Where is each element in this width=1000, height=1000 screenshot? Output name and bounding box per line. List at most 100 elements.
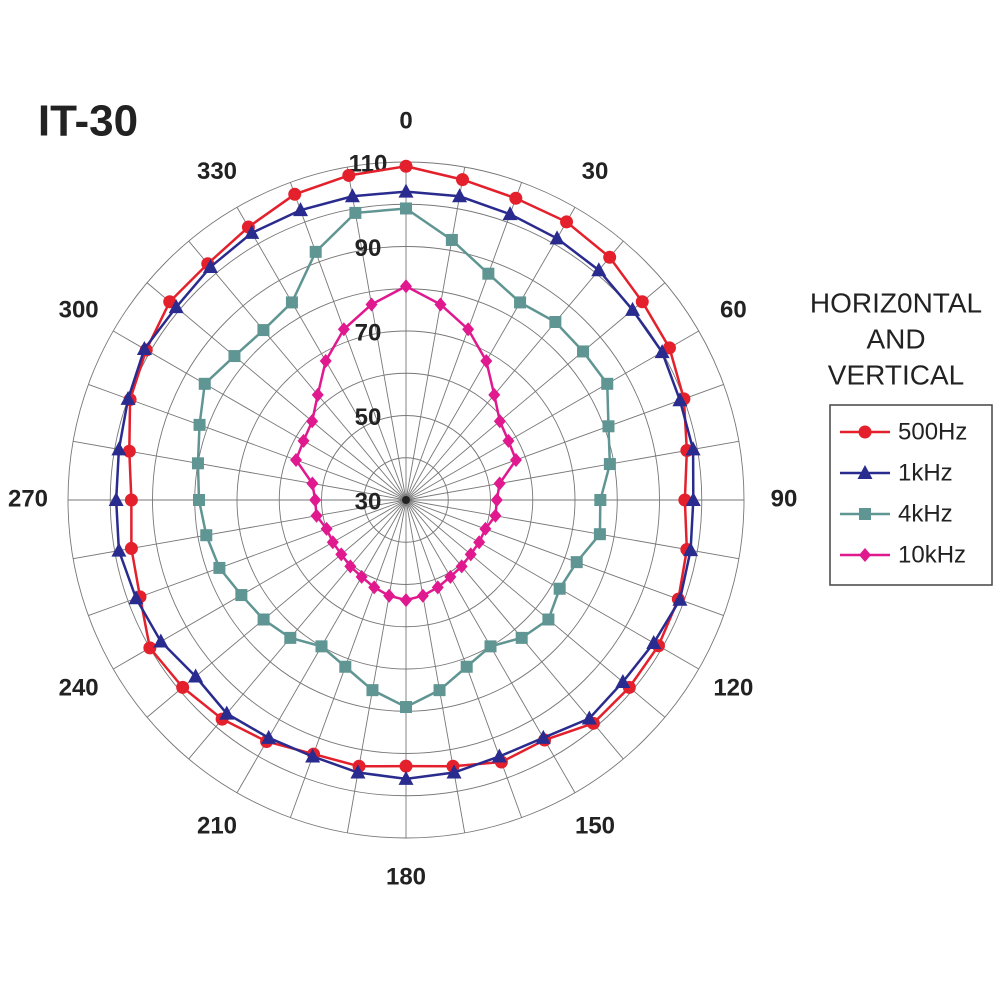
chart-title: IT-30 <box>38 97 138 146</box>
marker <box>493 414 506 429</box>
marker <box>549 315 562 328</box>
marker <box>163 295 177 309</box>
spoke <box>289 182 407 501</box>
spoke <box>405 282 666 501</box>
spoke <box>188 240 407 501</box>
marker <box>685 441 701 456</box>
marker <box>309 493 322 507</box>
spoke <box>405 240 624 501</box>
theta-tick-label: 330 <box>197 158 237 185</box>
spoke <box>146 282 407 501</box>
spoke <box>405 330 699 501</box>
marker <box>473 535 486 550</box>
theta-tick-label: 120 <box>713 674 753 701</box>
marker <box>514 296 527 309</box>
marker <box>153 633 169 648</box>
marker <box>326 535 339 550</box>
marker <box>284 631 297 644</box>
marker <box>193 418 206 431</box>
marker <box>398 770 414 785</box>
theta-tick-label: 30 <box>582 158 609 185</box>
r-tick-label: 90 <box>355 235 382 262</box>
legend-title-line: VERTICAL <box>828 359 964 390</box>
marker <box>455 559 468 574</box>
spoke <box>405 499 699 670</box>
spoke <box>88 383 407 501</box>
marker <box>615 673 631 688</box>
marker <box>120 390 136 405</box>
marker <box>570 556 583 569</box>
marker <box>672 591 688 606</box>
legend-title-line: AND <box>866 323 925 354</box>
legend-label: 500Hz <box>898 418 967 445</box>
marker <box>685 492 701 506</box>
marker <box>111 542 127 557</box>
marker <box>355 569 368 584</box>
marker <box>320 521 333 536</box>
marker <box>400 593 412 608</box>
marker <box>416 588 429 603</box>
theta-tick-label: 60 <box>720 296 747 323</box>
marker <box>311 387 324 402</box>
marker <box>399 159 413 173</box>
marker <box>560 215 574 229</box>
marker <box>168 299 184 314</box>
marker <box>462 322 475 337</box>
marker <box>383 588 396 603</box>
marker <box>400 701 412 714</box>
series <box>108 183 701 785</box>
marker <box>335 547 348 562</box>
marker <box>515 631 528 644</box>
marker <box>213 561 226 574</box>
marker <box>136 340 152 355</box>
marker <box>285 296 298 309</box>
marker <box>108 492 124 506</box>
marker <box>400 202 412 215</box>
theta-tick-label: 90 <box>771 485 798 512</box>
marker <box>400 279 412 294</box>
marker <box>445 233 458 246</box>
marker <box>297 433 310 448</box>
marker <box>493 476 506 491</box>
r-tick-label: 70 <box>355 319 382 346</box>
spoke <box>405 167 466 501</box>
marker <box>460 660 473 673</box>
marker <box>625 301 641 316</box>
spoke <box>113 330 407 501</box>
spoke <box>405 182 523 501</box>
marker <box>593 528 606 541</box>
marker <box>344 559 357 574</box>
legend-label: 1kHz <box>898 459 953 486</box>
marker <box>342 168 356 182</box>
marker <box>434 297 447 312</box>
marker <box>646 635 662 650</box>
marker <box>654 344 670 359</box>
center-dot <box>402 496 410 504</box>
legend-title: HORIZ0NTAL AND VERTICAL <box>810 287 982 390</box>
marker <box>305 748 321 763</box>
series <box>191 202 616 714</box>
marker <box>479 521 492 536</box>
marker <box>111 441 127 456</box>
marker <box>446 764 462 779</box>
marker <box>192 494 205 506</box>
marker <box>319 353 332 368</box>
marker <box>857 465 873 479</box>
theta-tick-label: 210 <box>197 813 237 840</box>
marker <box>464 547 477 562</box>
marker <box>683 542 699 557</box>
marker <box>288 187 302 201</box>
marker <box>603 250 617 264</box>
marker <box>143 641 157 655</box>
marker <box>662 341 676 355</box>
marker <box>482 267 495 280</box>
marker <box>244 224 260 239</box>
marker <box>433 684 446 697</box>
marker <box>306 476 319 491</box>
marker <box>315 640 328 653</box>
marker <box>368 580 381 595</box>
marker <box>859 548 871 562</box>
marker <box>452 188 468 203</box>
